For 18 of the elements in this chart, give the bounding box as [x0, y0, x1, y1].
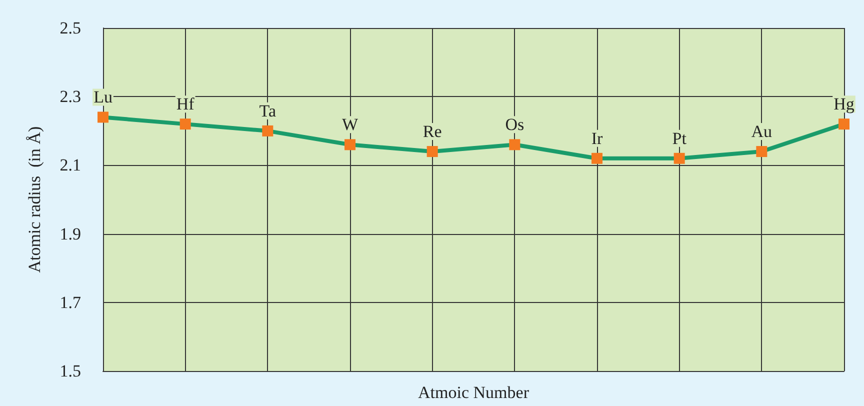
data-label: W: [342, 115, 359, 134]
y-tick-label: 2.3: [60, 87, 81, 106]
data-label: Re: [422, 122, 442, 142]
y-tick-label: 1.7: [60, 292, 82, 312]
data-label: Au: [751, 122, 773, 142]
data-label: Ta: [259, 101, 276, 120]
y-tick-label: 2.1: [60, 156, 81, 175]
y-tick-label: 2.5: [60, 18, 81, 38]
y-axis-title: Atomic radius (in Å): [25, 126, 44, 273]
data-label: Lu: [94, 88, 113, 107]
x-axis-title: Atmoic Number: [418, 383, 530, 402]
data-label: Hg: [834, 94, 855, 114]
y-tick-label: 1.9: [60, 224, 81, 244]
data-label: Pt: [672, 128, 687, 148]
y-tick-label: 1.5: [60, 362, 81, 381]
data-label: Os: [505, 115, 524, 134]
data-label: Ir: [591, 128, 603, 148]
data-label: Hf: [176, 94, 195, 114]
